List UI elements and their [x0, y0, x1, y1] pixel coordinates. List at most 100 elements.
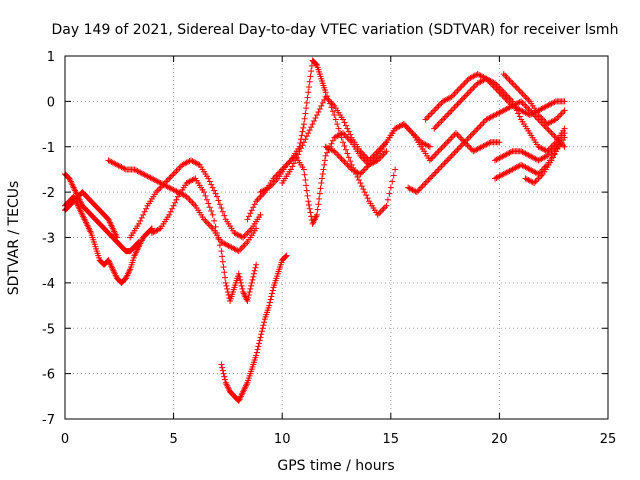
data-point	[438, 145, 445, 152]
data-point	[209, 211, 216, 218]
data-point	[305, 201, 312, 208]
data-point	[306, 78, 313, 85]
data-point	[329, 137, 336, 144]
data-point	[434, 167, 441, 174]
data-point	[561, 107, 568, 114]
data-point	[299, 142, 306, 149]
data-point	[335, 125, 342, 132]
data-point	[561, 143, 568, 150]
data-point	[300, 121, 307, 128]
data-point	[428, 174, 435, 180]
data-point	[308, 124, 315, 131]
data-point	[505, 75, 512, 82]
data-point	[156, 226, 163, 233]
data-point	[515, 110, 522, 117]
data-point	[224, 285, 231, 292]
data-point	[340, 157, 347, 164]
data-point	[250, 204, 257, 211]
data-point	[220, 370, 227, 377]
data-point	[289, 163, 296, 170]
data-point	[549, 154, 556, 161]
data-point	[306, 205, 313, 212]
data-points	[62, 57, 568, 404]
data-point	[212, 190, 219, 197]
data-point	[452, 89, 459, 96]
data-point	[250, 270, 257, 277]
data-point	[538, 115, 545, 122]
data-point	[441, 115, 448, 122]
data-point	[523, 95, 530, 102]
data-point	[457, 84, 464, 91]
data-point	[557, 139, 564, 146]
data-point	[187, 198, 194, 205]
data-point	[460, 95, 467, 102]
data-point	[216, 201, 223, 208]
data-point	[536, 113, 543, 120]
data-point	[549, 131, 556, 138]
data-point	[380, 151, 387, 158]
data-point	[373, 154, 380, 161]
data-point	[238, 282, 245, 289]
data-point	[382, 149, 389, 156]
data-point	[497, 86, 504, 93]
data-point	[237, 276, 244, 283]
y-tick-label: -7	[42, 413, 55, 428]
data-point	[257, 334, 264, 341]
data-point	[419, 183, 426, 190]
data-point	[463, 78, 470, 85]
data-point	[219, 367, 226, 374]
y-tick-label: -6	[42, 368, 55, 383]
data-point	[437, 119, 444, 126]
data-point	[383, 202, 390, 209]
data-point	[438, 163, 445, 170]
data-point	[166, 211, 173, 218]
data-point	[457, 98, 464, 105]
data-point	[239, 285, 246, 292]
data-point	[435, 102, 442, 109]
data-point	[364, 195, 371, 202]
data-point	[342, 146, 349, 153]
data-point	[167, 208, 174, 215]
data-point	[535, 175, 542, 182]
data-point	[238, 233, 245, 240]
data-point	[444, 111, 451, 118]
data-point	[169, 205, 176, 212]
data-point	[341, 131, 348, 138]
data-point	[203, 219, 210, 226]
data-point	[325, 96, 332, 103]
data-point	[218, 361, 225, 368]
data-point	[429, 108, 436, 115]
data-point	[432, 169, 439, 176]
data-point	[465, 134, 472, 141]
data-point	[516, 99, 523, 106]
data-point	[305, 84, 312, 91]
data-point	[439, 116, 446, 123]
data-point	[334, 151, 341, 158]
data-point	[292, 157, 299, 164]
data-point	[361, 152, 368, 159]
data-point	[367, 160, 374, 167]
data-point	[318, 102, 325, 109]
data-point	[256, 195, 263, 202]
data-point	[392, 166, 399, 173]
data-point	[299, 128, 306, 135]
data-point	[301, 171, 308, 178]
data-point	[345, 154, 352, 161]
data-point	[221, 269, 228, 276]
data-point	[434, 122, 441, 129]
data-point	[172, 169, 179, 176]
data-point	[322, 93, 329, 100]
data-point	[253, 352, 260, 359]
data-point	[219, 208, 226, 215]
data-point	[448, 152, 455, 159]
data-point	[399, 121, 406, 128]
data-point	[219, 364, 226, 371]
data-point	[320, 166, 327, 173]
data-point	[506, 95, 513, 102]
data-point	[290, 160, 297, 167]
x-tick-label: 10	[274, 432, 291, 447]
data-point	[206, 178, 213, 185]
data-point	[259, 325, 266, 332]
data-point	[316, 105, 323, 112]
